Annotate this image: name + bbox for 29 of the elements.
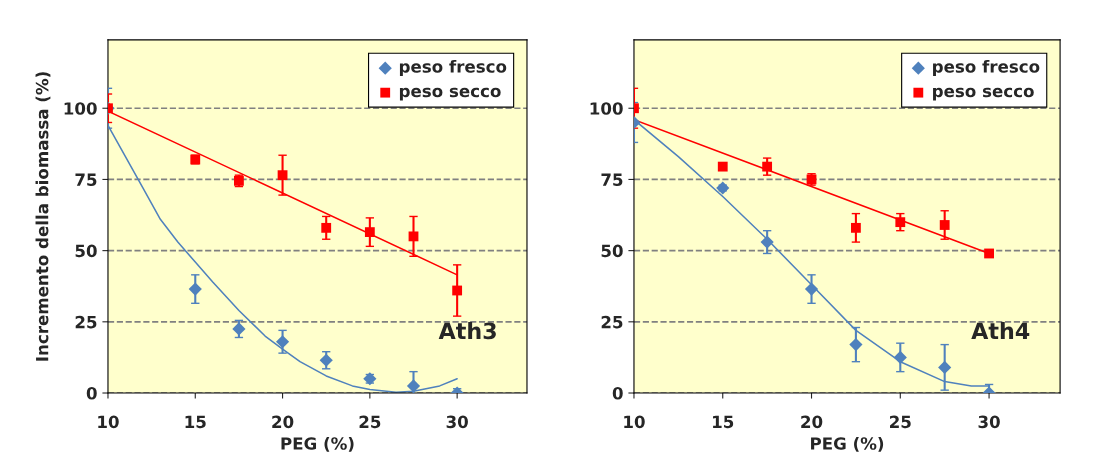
y-tick-label: 100 (590, 102, 623, 115)
y-tick-label: 100 (64, 102, 97, 115)
y-tick-label: 0 (612, 386, 623, 400)
legend-label: peso secco (933, 87, 1034, 101)
x-tick-label: 25 (890, 415, 911, 429)
x-tick-label: 10 (98, 415, 119, 429)
y-tick-label: 50 (601, 244, 623, 258)
x-axis-title: PEG (%) (281, 436, 354, 452)
y-tick-label: 50 (75, 244, 97, 258)
annotation: Ath4 (971, 322, 1030, 339)
y-tick-label: 25 (75, 315, 97, 329)
x-tick-label: 10 (624, 415, 645, 429)
annotation: Ath3 (438, 322, 496, 340)
y-tick-label: 0 (86, 386, 97, 400)
legend-label: peso fresco (933, 59, 1040, 77)
x-axis-title: PEG (%) (811, 436, 884, 452)
y-axis-title: Incremento della biomassa (%) (35, 72, 51, 361)
legend-label: peso fresco (399, 59, 507, 77)
x-tick-label: 15 (185, 415, 206, 429)
y-tick-label: 75 (601, 173, 623, 187)
x-tick-label: 25 (359, 415, 381, 429)
x-tick-label: 15 (713, 415, 734, 429)
y-tick-label: 75 (75, 173, 97, 187)
y-tick-label: 25 (601, 315, 623, 329)
legend-label: peso secco (399, 87, 501, 101)
x-tick-label: 20 (272, 415, 294, 429)
x-tick-label: 30 (978, 415, 1000, 429)
x-tick-label: 30 (446, 415, 468, 429)
x-tick-label: 20 (801, 415, 823, 429)
